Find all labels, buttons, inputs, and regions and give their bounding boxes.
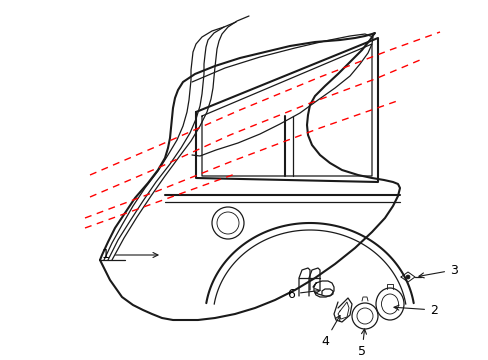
Circle shape xyxy=(405,275,409,279)
Text: 1: 1 xyxy=(102,248,158,261)
Text: 3: 3 xyxy=(418,264,457,278)
Text: 2: 2 xyxy=(393,303,437,316)
Text: 5: 5 xyxy=(357,329,366,358)
Text: 6: 6 xyxy=(286,288,319,301)
Text: 4: 4 xyxy=(321,315,339,348)
